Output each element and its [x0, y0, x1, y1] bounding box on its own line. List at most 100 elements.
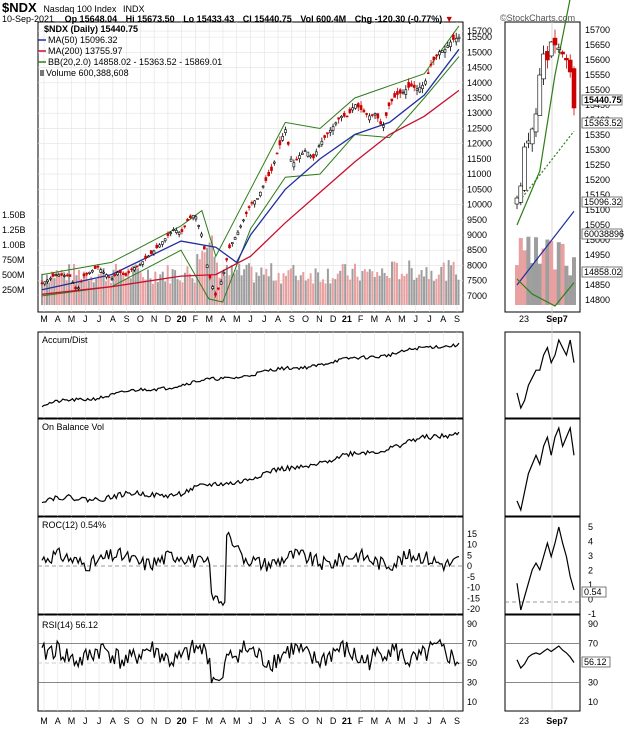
volume-bar	[336, 273, 339, 305]
ma200-line	[41, 89, 460, 295]
volume-bar	[55, 270, 58, 305]
zoom-volume-bar	[545, 239, 550, 305]
price-candle	[113, 274, 117, 276]
price-candle	[272, 161, 276, 164]
price-candle	[432, 56, 436, 61]
price-candle	[326, 132, 329, 135]
price-y-tick-label: 7000	[467, 291, 487, 301]
zoom-y-tick-label: 15300	[585, 145, 610, 155]
volume-bar	[317, 272, 320, 305]
price-y-tick-label: 15000	[467, 47, 492, 57]
x-tick-label: M	[233, 716, 241, 726]
volume-bar	[393, 261, 396, 305]
quote-open: Op 15648.04	[64, 14, 118, 24]
x-tick-label: J	[427, 314, 432, 324]
price-candle	[303, 150, 307, 152]
price-candle	[130, 268, 133, 271]
rsi-line	[41, 638, 460, 684]
volume-bar	[381, 268, 384, 305]
volume-bar	[450, 265, 453, 305]
zoom-roc-tick-label: 5	[588, 522, 593, 532]
price-candle	[217, 287, 220, 290]
x-tick-label: J	[427, 716, 432, 726]
zoom-value-box	[581, 266, 623, 278]
volume-bar	[102, 268, 105, 305]
volume-bar	[252, 282, 255, 305]
volume-bar	[211, 235, 214, 305]
zoom-y-tick-label: 15550	[585, 70, 610, 80]
price-candle	[63, 275, 66, 277]
price-candle	[309, 155, 312, 158]
price-candle	[356, 103, 360, 108]
price-candle	[236, 231, 240, 236]
price-candle	[79, 280, 83, 283]
price-candle	[245, 211, 248, 215]
x-tick-label: A	[385, 716, 391, 726]
price-candle	[334, 122, 338, 125]
quote-date: 10-Sep-2021	[2, 14, 55, 24]
quote-low: Lo 15433.43	[183, 14, 235, 24]
volume-bar	[257, 275, 260, 305]
x-tick-label: J	[262, 314, 267, 324]
price-candle	[222, 271, 226, 275]
volume-tick-label: 750M	[2, 255, 25, 265]
accum-dist-zoom-frame	[504, 331, 581, 419]
price-candle	[231, 242, 234, 244]
volume-bar	[139, 272, 142, 305]
rsi-y-tick-label: 90	[467, 619, 477, 629]
volume-bar	[418, 274, 421, 305]
volume-bar	[159, 274, 162, 305]
zoom-y-tick-label: 15350	[585, 130, 610, 140]
price-candle	[211, 286, 215, 289]
price-candle	[169, 232, 173, 234]
zoom-y-tick-label: 15700	[585, 25, 610, 35]
price-candle	[124, 273, 128, 276]
zoom-roc-tick-label: -1	[588, 609, 596, 619]
x-tick-label: S	[289, 716, 295, 726]
volume-bar	[45, 274, 48, 305]
x-tick-label: F	[193, 716, 199, 726]
x-tick-label: J	[83, 716, 88, 726]
obv-line	[41, 431, 460, 504]
zoom-roc-tick-label: 4	[588, 537, 593, 547]
price-candle	[454, 38, 458, 43]
roc-y-tick-label: -15	[467, 593, 480, 603]
volume-bar	[245, 264, 248, 305]
volume-bar	[312, 283, 315, 305]
price-y-tick-label: 10000	[467, 200, 492, 210]
zoom-volume-bar	[515, 265, 519, 305]
volume-bar	[238, 263, 241, 305]
volume-bar	[233, 273, 236, 305]
volume-bar	[376, 272, 379, 305]
rsi-y-tick-label: 70	[467, 638, 477, 648]
index-name: Nasdaq 100 Index	[43, 4, 117, 14]
volume-bar	[134, 264, 137, 305]
volume-bar	[371, 271, 374, 305]
volume-bar	[255, 272, 258, 305]
price-candle	[295, 158, 298, 161]
price-candle	[102, 271, 105, 274]
price-candle	[175, 230, 178, 233]
price-candle	[253, 200, 256, 205]
price-candle	[407, 82, 410, 88]
volume-bar	[267, 276, 270, 305]
zoom-y-tick-label: 14850	[585, 280, 610, 290]
volume-bar	[413, 279, 416, 305]
roc-y-tick-label: 10	[467, 540, 477, 550]
zoom-roc-tick-label: 2	[588, 566, 593, 576]
zoom-y-tick-label: 15050	[585, 220, 610, 230]
x-tick-label: A	[275, 716, 281, 726]
volume-bar	[203, 252, 206, 305]
volume-bar	[248, 263, 251, 305]
volume-bar	[270, 263, 273, 305]
volume-bar	[383, 272, 386, 305]
price-candle	[393, 93, 396, 98]
price-candle	[65, 274, 69, 277]
volume-bar	[85, 272, 88, 305]
zoom-volume-bar	[564, 265, 569, 305]
volume-bar	[408, 260, 411, 305]
price-candle	[91, 270, 94, 273]
volume-bar	[265, 268, 268, 305]
price-candle	[261, 185, 265, 188]
zoom-candle	[529, 128, 535, 145]
